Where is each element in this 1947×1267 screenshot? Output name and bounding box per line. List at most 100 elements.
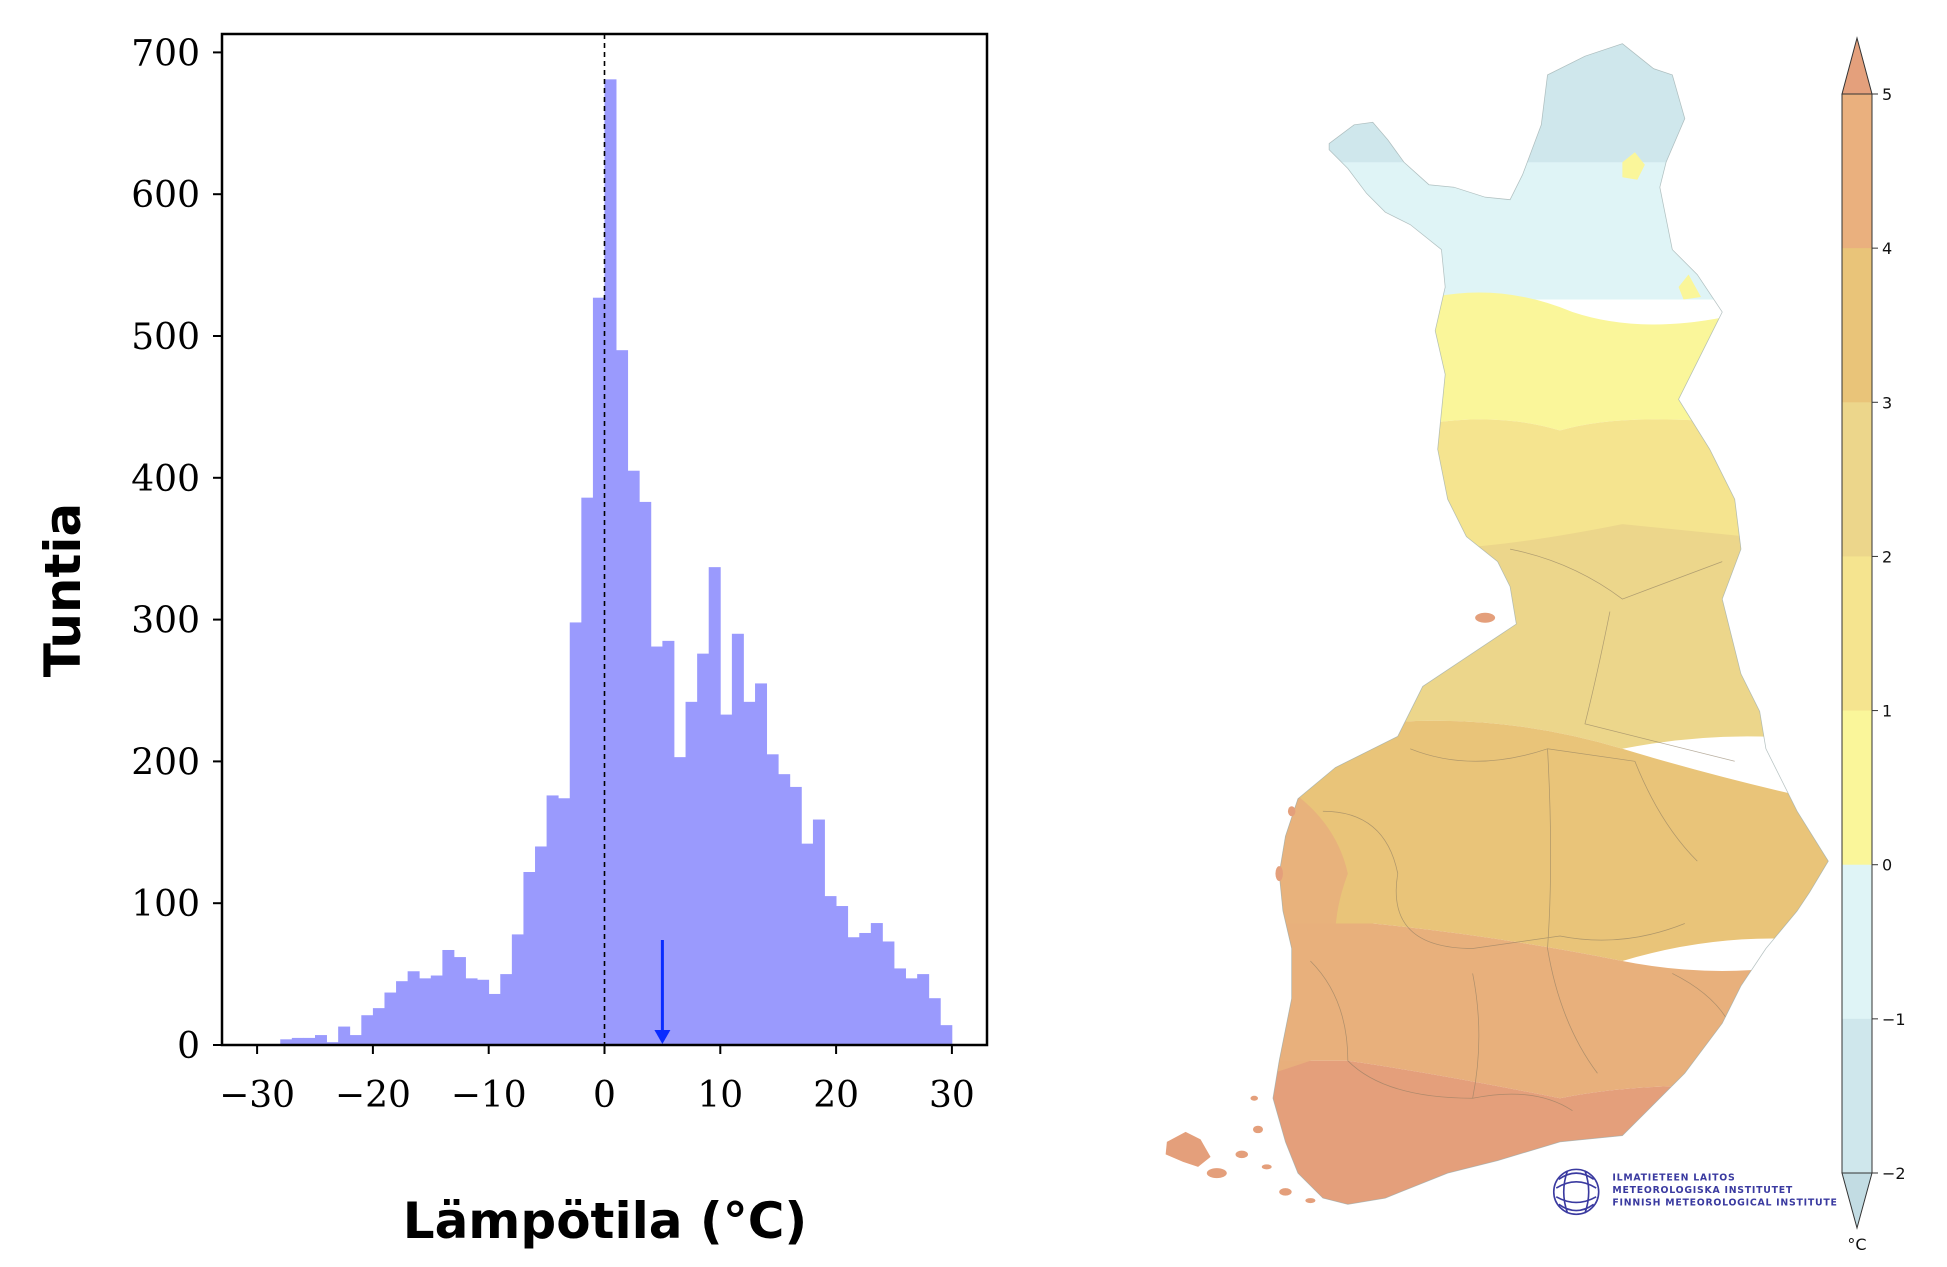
temperature-bands (1272, 43, 1829, 1205)
histogram-bar (569, 622, 582, 1045)
histogram-bar (789, 786, 802, 1045)
histogram-bar (708, 567, 721, 1045)
x-tick-label: −10 (451, 1075, 527, 1116)
colorbar-tick-label: −1 (1882, 1010, 1906, 1029)
histogram-bar (349, 1035, 362, 1045)
x-axis-ticks: −30 −20 −10 0 10 20 30 (219, 1045, 975, 1116)
histogram-bar (627, 470, 640, 1046)
y-tick-label: 700 (131, 33, 200, 74)
histogram-bar (755, 683, 768, 1045)
histogram-bar (604, 79, 617, 1046)
histogram-bar (870, 923, 883, 1045)
histogram-bar (639, 501, 652, 1045)
colorbar: 5 4 3 2 1 0 −1 −2 °C (1841, 36, 1906, 1254)
colorbar-level (1842, 864, 1872, 1020)
colorbar-level (1842, 556, 1872, 712)
colorbar-tick-label: 2 (1882, 547, 1892, 566)
y-axis-label: Tuntia (34, 503, 92, 678)
histogram-bar (453, 957, 466, 1045)
colorbar-level (1842, 94, 1872, 249)
y-tick-label: 300 (131, 601, 200, 642)
histogram-bar (940, 1025, 953, 1045)
histogram-bar (419, 978, 432, 1045)
colorbar-level (1842, 710, 1872, 866)
histogram-bars (280, 79, 953, 1046)
colorbar-extend-min (1841, 1172, 1873, 1230)
histogram-bar (905, 978, 918, 1045)
histogram-bar (465, 978, 478, 1045)
histogram-bar (384, 992, 397, 1045)
histogram-bar (303, 1037, 316, 1045)
histogram-bar (361, 1015, 374, 1045)
finland-outline (1272, 43, 1829, 1205)
fmi-logo: ILMATIETEEN LAITOS METEOROLOGISKA INSTIT… (1552, 1168, 1837, 1216)
histogram-bar (720, 714, 733, 1045)
colorbar-tick-label: 0 (1882, 856, 1892, 875)
x-tick-label: −30 (219, 1075, 295, 1116)
histogram-bar (882, 941, 895, 1045)
colorbar-tick-label: 5 (1882, 85, 1892, 104)
x-axis-label: Lämpötila (°C) (403, 1192, 808, 1250)
histogram-bar (546, 795, 559, 1045)
histogram-bar (928, 998, 941, 1045)
colorbar-unit-label: °C (1847, 1235, 1866, 1254)
histogram-bar (592, 297, 605, 1045)
histogram-bar (558, 798, 571, 1045)
x-tick-label: 20 (813, 1075, 859, 1116)
colorbar-tick-label: 3 (1882, 393, 1892, 412)
histogram-bar (280, 1039, 293, 1045)
y-tick-label: 100 (131, 884, 200, 925)
histogram-bar (326, 1042, 339, 1045)
logo-text-sv: METEOROLOGISKA INSTITUTET (1612, 1185, 1793, 1196)
histogram-bar (430, 975, 443, 1045)
region-borders (1310, 548, 1736, 1112)
x-tick-label: 10 (697, 1075, 743, 1116)
y-tick-label: 0 (177, 1026, 200, 1067)
histogram-bar (396, 981, 409, 1045)
histogram-bar (801, 843, 814, 1045)
histogram-bar (511, 934, 524, 1045)
x-tick-label: 30 (929, 1075, 975, 1116)
histogram-bar (315, 1035, 327, 1045)
histogram-bar (650, 646, 663, 1045)
colorbar-level (1842, 1018, 1872, 1174)
aland-islands (1165, 612, 1496, 1204)
finland-temperature-map: ILMATIETEEN LAITOS METEOROLOGISKA INSTIT… (1165, 43, 1837, 1216)
histogram-bar (917, 974, 930, 1045)
histogram-bar (766, 754, 779, 1045)
arrow-head-icon (654, 1030, 671, 1044)
y-tick-label: 500 (131, 317, 200, 358)
colorbar-frame (1841, 93, 1873, 1174)
histogram-bar (477, 979, 490, 1045)
histogram-bar (407, 971, 420, 1045)
colorbar-tick-label: −2 (1882, 1164, 1906, 1183)
histogram-bar (338, 1026, 351, 1045)
histogram-bar (836, 906, 849, 1045)
y-tick-label: 200 (131, 742, 200, 783)
histogram-bar (731, 633, 744, 1045)
histogram-bar (372, 1008, 385, 1045)
fmi-logo-emblem-icon (1552, 1168, 1600, 1216)
logo-text-en: FINNISH METEOROLOGICAL INSTITUTE (1612, 1198, 1837, 1209)
y-tick-label: 600 (131, 175, 200, 216)
x-tick-label: −20 (335, 1075, 411, 1116)
histogram-chart: −30 −20 −10 0 10 20 30 0100200300400500600700 … (34, 32, 989, 1250)
histogram-bar (847, 937, 860, 1045)
colorbar-extend-max (1841, 36, 1873, 95)
histogram-bar (442, 949, 455, 1045)
logo-text-fi: ILMATIETEEN LAITOS (1612, 1173, 1735, 1184)
histogram-bar (697, 653, 710, 1045)
colorbar-tick-label: 4 (1882, 239, 1892, 258)
histogram-bar (523, 872, 536, 1045)
y-tick-label: 400 (131, 459, 200, 500)
histogram-bar (812, 819, 825, 1045)
histogram-bar (859, 932, 872, 1045)
histogram-bar (616, 350, 629, 1045)
colorbar-level (1842, 248, 1872, 403)
histogram-bar (824, 896, 837, 1045)
histogram-bar (662, 640, 675, 1045)
y-axis-ticks: 0 100 200 300 400 500 600 700 (131, 33, 222, 1067)
mean-arrow-marker (654, 940, 671, 1044)
colorbar-level (1842, 402, 1872, 557)
